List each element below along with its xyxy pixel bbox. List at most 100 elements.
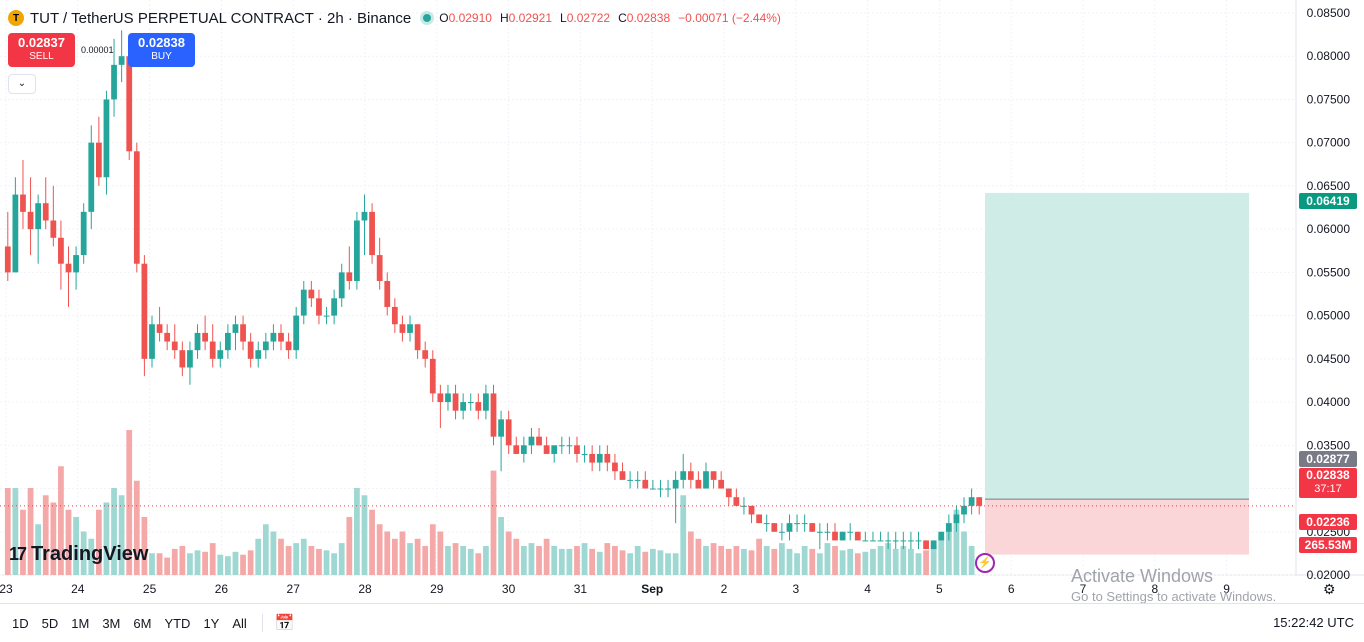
volume-bar: [247, 550, 254, 575]
volume-bar: [483, 546, 489, 575]
candle-body: [847, 531, 854, 533]
candle-body: [467, 402, 474, 404]
timeframe-3m[interactable]: 3M: [102, 615, 121, 631]
candle-body: [498, 419, 504, 437]
date-range-icon[interactable]: 📅: [274, 615, 295, 632]
bottom-toolbar: 1D 5D 1M 3M 6M YTD 1Y All 📅 15:22:42 UTC: [0, 603, 1364, 642]
low-value: 0.02722: [566, 11, 611, 25]
candle-body: [839, 531, 846, 541]
candle-body: [429, 358, 436, 394]
volume-bar: [581, 543, 588, 575]
volume-bar: [391, 538, 398, 575]
time-tick-label: 3: [792, 582, 799, 596]
candle-body: [908, 540, 914, 542]
candle-body: [725, 488, 732, 498]
timeframe-1m[interactable]: 1M: [71, 615, 90, 631]
volume-bar: [262, 524, 269, 575]
candle-body: [885, 540, 892, 542]
utc-clock[interactable]: 15:22:42 UTC: [1273, 615, 1354, 630]
volume-bar: [923, 550, 929, 575]
volume-bar: [103, 502, 110, 575]
timeframe-1d[interactable]: 1D: [12, 615, 29, 631]
volume-bar: [293, 543, 300, 575]
candle-body: [247, 341, 254, 359]
candle-body: [657, 488, 664, 490]
lightning-icon[interactable]: ⚡: [975, 553, 995, 573]
candle-body: [627, 479, 633, 481]
buy-button[interactable]: 0.02838 BUY: [128, 33, 195, 67]
time-tick-label: 4: [864, 582, 871, 596]
candle-body: [832, 531, 838, 541]
volume-bar: [945, 531, 952, 575]
volume-bar: [118, 495, 125, 575]
candle-body: [133, 151, 140, 264]
candle-body: [293, 315, 300, 351]
candle-body: [892, 540, 899, 542]
price-chart[interactable]: 0.08500 0.08000 0.07500 0.07000 0.06500 0.060…: [0, 0, 1364, 603]
candle-body: [452, 393, 459, 411]
price-tick-label: 0.07500: [1307, 92, 1351, 106]
candle-body: [528, 436, 535, 446]
timeframe-ytd[interactable]: YTD: [164, 615, 191, 631]
candle-body: [634, 479, 641, 481]
symbol-title[interactable]: TUT / TetherUS PERPETUAL CONTRACT · 2h ·…: [30, 9, 412, 27]
price-tick-label: 0.08500: [1307, 6, 1351, 20]
price-tick-label: 0.07000: [1307, 136, 1351, 150]
candle-body: [733, 497, 740, 506]
timeframe-1y[interactable]: 1Y: [203, 615, 220, 631]
time-tick-label: 29: [430, 582, 444, 596]
candle-body: [95, 142, 102, 178]
candle-body: [224, 332, 231, 351]
volume-bar: [741, 548, 747, 575]
candle-body: [126, 56, 133, 152]
volume-bar: [12, 488, 19, 575]
volume-bar: [551, 546, 558, 575]
open-label: O: [439, 11, 449, 25]
volume-bar: [596, 551, 603, 575]
candle-body: [361, 211, 368, 221]
candle-body: [475, 402, 482, 411]
watermark-line-1: Activate Windows: [1071, 566, 1214, 586]
candle-body: [680, 471, 687, 480]
volume-bar: [938, 538, 945, 575]
volume-bar: [634, 546, 641, 575]
volume-bar: [126, 430, 133, 575]
candle-body: [240, 324, 246, 342]
symbol-legend: T TUT / TetherUS PERPETUAL CONTRACT · 2h…: [8, 8, 789, 28]
volume-bar: [224, 556, 231, 575]
volume-bar: [369, 509, 375, 575]
chevron-down-icon[interactable]: ⌄: [8, 74, 36, 94]
timeframe-6m[interactable]: 6M: [133, 615, 152, 631]
gear-icon[interactable]: ⚙: [1323, 581, 1336, 597]
current-high-price-label: 0.02877: [1299, 451, 1357, 467]
volume-bar: [862, 551, 869, 575]
target-price-label: 0.06419: [1299, 193, 1357, 209]
volume-bar: [285, 546, 292, 575]
candle-body: [187, 350, 193, 368]
volume-bar: [505, 531, 512, 575]
candle-body: [323, 315, 330, 317]
candle-body: [930, 540, 937, 550]
volume-bar: [892, 548, 899, 575]
timeframe-5d[interactable]: 5D: [41, 615, 59, 631]
tradingview-logo: 17 TradingView: [9, 543, 148, 566]
candle-body: [369, 211, 375, 256]
candle-body: [703, 471, 709, 489]
price-tick-label: 0.06500: [1307, 179, 1351, 193]
candle-body: [779, 531, 785, 533]
candle-body: [384, 281, 391, 307]
toolbar-divider: [261, 614, 263, 632]
volume-bar: [202, 551, 208, 575]
candle-body: [945, 523, 952, 532]
activate-windows-watermark: Activate Windows Go to Settings to activ…: [1071, 566, 1276, 604]
candle-body: [558, 445, 565, 447]
volume-bar: [42, 495, 49, 575]
price-tick-label: 0.08000: [1307, 49, 1351, 63]
timeframe-all[interactable]: All: [232, 615, 247, 631]
volume-bar: [885, 543, 892, 575]
candle-body: [536, 436, 542, 446]
sell-button[interactable]: 0.02837 SELL: [8, 33, 75, 67]
bar-countdown: 37:17: [1314, 483, 1342, 495]
sell-label: SELL: [29, 51, 54, 62]
volume-label: 265.53M: [1299, 537, 1357, 553]
